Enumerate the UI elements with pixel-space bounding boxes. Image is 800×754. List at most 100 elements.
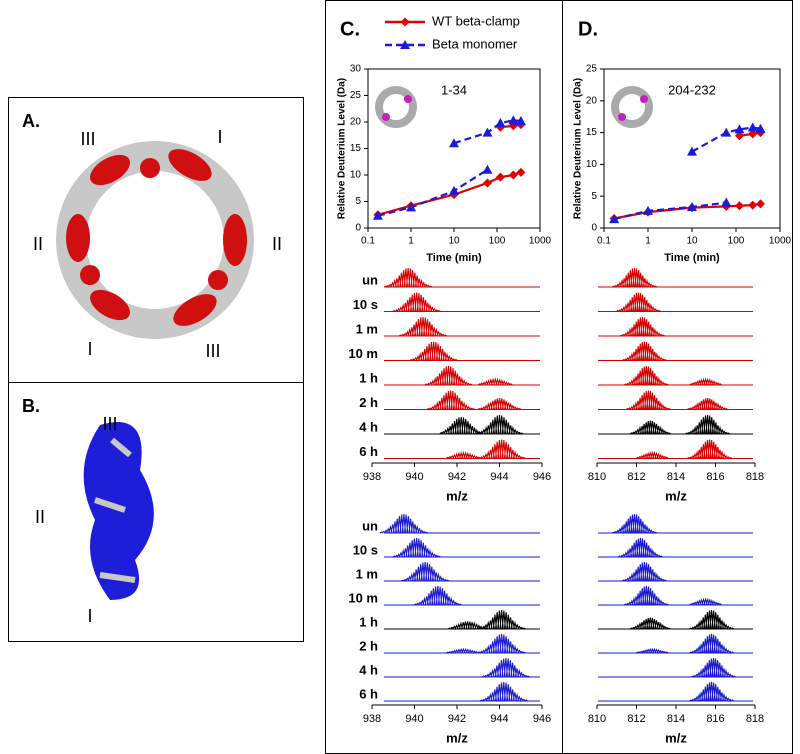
isotope-envelope <box>445 450 481 459</box>
legend-marker <box>400 40 410 49</box>
y-axis-label: Relative Deuterium Level (Da) <box>573 78 584 219</box>
data-point <box>721 127 732 137</box>
isotope-envelope <box>400 561 450 582</box>
x-tick-label: 10 <box>448 236 460 247</box>
isotope-envelope <box>688 609 735 630</box>
x-tick-label: 944 <box>490 713 508 725</box>
data-point <box>508 170 518 180</box>
isotope-envelope <box>477 439 526 459</box>
x-axis-label: m/z <box>665 488 687 503</box>
y-tick-label: 10 <box>586 159 598 170</box>
data-point <box>755 123 766 133</box>
data-point <box>687 146 697 156</box>
x-axis-label: Time (min) <box>426 252 482 264</box>
subunit-label: I <box>217 127 222 147</box>
x-tick-label: 946 <box>533 713 551 725</box>
data-point <box>747 122 758 132</box>
data-point <box>748 200 758 210</box>
x-tick-label: 942 <box>448 713 466 725</box>
isotope-envelope <box>617 537 664 558</box>
data-point <box>482 127 493 137</box>
isotope-envelope <box>398 316 448 337</box>
series-line <box>377 168 489 217</box>
time-label: 1 m <box>356 321 378 336</box>
y-tick-label: 10 <box>350 170 362 181</box>
y-tick-label: 20 <box>350 117 362 128</box>
x-axis-label: m/z <box>446 488 468 503</box>
legend-marker <box>400 17 410 27</box>
inset-highlight <box>618 113 626 121</box>
panel-b-frame <box>8 382 304 642</box>
isotope-envelope <box>477 377 513 386</box>
chart-title: 1-34 <box>441 82 467 97</box>
time-label: 6 h <box>359 444 378 459</box>
time-label: un <box>362 518 378 533</box>
data-point <box>734 201 744 211</box>
protein-monomer <box>83 422 154 600</box>
subunit-label: II <box>33 234 43 254</box>
y-tick-label: 0 <box>355 223 361 234</box>
data-point <box>508 115 519 125</box>
time-label: 6 h <box>359 686 378 701</box>
data-point <box>609 214 620 224</box>
isotope-envelope <box>629 617 671 630</box>
x-tick-label: 812 <box>627 713 645 725</box>
isotope-envelope <box>379 513 429 534</box>
y-tick-label: 5 <box>355 196 361 207</box>
time-label: 1 m <box>356 566 378 581</box>
isotope-envelope <box>690 657 737 678</box>
data-point <box>406 202 416 212</box>
isotope-envelope <box>629 420 671 435</box>
isotope-envelope <box>413 585 463 606</box>
isotope-envelope <box>688 681 735 702</box>
isotope-envelope <box>477 609 526 630</box>
x-tick-label: 814 <box>667 471 685 483</box>
y-tick-label: 5 <box>591 191 597 202</box>
x-tick-label: 810 <box>588 713 606 725</box>
inset-highlight <box>640 95 648 103</box>
x-tick-label: 10 <box>686 236 698 247</box>
data-point <box>495 118 506 128</box>
x-tick-label: 938 <box>363 471 381 483</box>
x-tick-label: 940 <box>405 713 423 725</box>
isotope-envelope <box>621 561 667 582</box>
data-point <box>734 131 744 141</box>
x-tick-label: 100 <box>728 236 745 247</box>
x-axis-label: Time (min) <box>664 252 720 264</box>
isotope-envelope <box>409 341 458 361</box>
panel-label: A. <box>22 111 40 131</box>
time-label: 10 m <box>348 346 378 361</box>
data-point <box>449 185 459 195</box>
x-tick-label: 1 <box>645 236 651 247</box>
y-tick-label: 25 <box>586 64 598 75</box>
time-label: un <box>362 272 378 287</box>
isotope-envelope <box>477 633 526 654</box>
chart-title: 204-232 <box>668 82 716 97</box>
data-point <box>372 210 383 220</box>
isotope-envelope <box>635 450 669 459</box>
data-point <box>721 197 732 207</box>
isotope-envelope <box>619 316 666 337</box>
inset-highlight <box>382 113 390 121</box>
data-point <box>495 172 505 182</box>
y-tick-label: 30 <box>350 64 362 75</box>
y-tick-label: 15 <box>586 127 598 138</box>
data-point <box>643 205 653 215</box>
x-tick-label: 816 <box>706 471 724 483</box>
isotope-envelope <box>611 513 658 534</box>
data-point <box>516 167 526 177</box>
y-axis-label: Relative Deuterium Level (Da) <box>337 78 348 219</box>
isotope-envelope <box>383 267 433 288</box>
isotope-envelope <box>635 647 669 654</box>
isotope-envelope <box>621 341 667 361</box>
isotope-envelope <box>424 365 473 386</box>
x-axis-label: m/z <box>665 730 687 745</box>
isotope-envelope <box>475 414 524 435</box>
data-point <box>449 138 459 148</box>
panel-label: D. <box>578 18 598 40</box>
isotope-envelope <box>686 439 733 459</box>
protein-ring <box>56 141 254 339</box>
x-tick-label: 812 <box>627 471 645 483</box>
data-point <box>482 164 493 174</box>
